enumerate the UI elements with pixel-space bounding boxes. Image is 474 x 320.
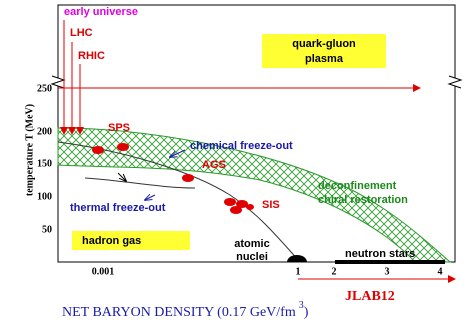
x-axis-label-sup: 3 bbox=[299, 300, 304, 311]
label: hadron gas bbox=[82, 235, 141, 247]
arrow bbox=[145, 195, 156, 200]
y-tick-label: 250 bbox=[37, 83, 52, 94]
qgp-box bbox=[262, 34, 386, 68]
label: neutron stars bbox=[345, 248, 415, 260]
label: SIS bbox=[262, 199, 280, 211]
thermal-freeze-out-curve bbox=[84, 177, 196, 189]
x-tick-label: 3 bbox=[385, 266, 390, 277]
axis-break bbox=[447, 75, 463, 89]
label: plasma bbox=[305, 53, 344, 65]
label: AGS bbox=[202, 159, 226, 171]
label: RHIC bbox=[78, 50, 105, 62]
x-tick-label: 0.001 bbox=[92, 266, 115, 277]
label: JLAB12 bbox=[345, 289, 395, 304]
x-tick-label: 4 bbox=[438, 266, 443, 277]
x-axis-label-end: ) bbox=[304, 305, 309, 320]
label: deconfinement bbox=[318, 180, 397, 192]
x-axis-label-main: NET BARYON DENSITY (0.17 GeV/fm bbox=[62, 305, 296, 320]
y-tick-label: 50 bbox=[42, 224, 52, 235]
y-tick-label: 150 bbox=[37, 158, 52, 169]
x-tick-label: 1 bbox=[296, 266, 301, 277]
measurements bbox=[92, 143, 254, 214]
label: SPS bbox=[108, 122, 130, 134]
label: nuclei bbox=[236, 251, 268, 263]
x-tick-label: 2 bbox=[332, 266, 337, 277]
arrow bbox=[170, 149, 186, 157]
axis-break bbox=[50, 75, 66, 89]
y-axis-label: temperature T (MeV) bbox=[24, 104, 35, 196]
hadron-gas-box bbox=[72, 231, 190, 250]
label: LHC bbox=[70, 27, 93, 39]
label: chiral restoration bbox=[318, 194, 408, 206]
label: quark-gluon bbox=[292, 38, 356, 50]
y-tick-label: 200 bbox=[37, 126, 52, 137]
label: thermal freeze-out bbox=[70, 202, 166, 214]
arrow bbox=[117, 172, 126, 181]
label: chemical freeze-out bbox=[190, 140, 293, 152]
nuclei-point bbox=[287, 255, 307, 262]
label: early universe bbox=[64, 6, 138, 18]
label: atomic bbox=[234, 238, 269, 250]
y-tick-label: 100 bbox=[37, 191, 52, 202]
chemical-freeze-out-curve bbox=[57, 141, 301, 263]
x-axis-label: NET BARYON DENSITY (0.17 GeV/fm 3) bbox=[62, 300, 309, 320]
